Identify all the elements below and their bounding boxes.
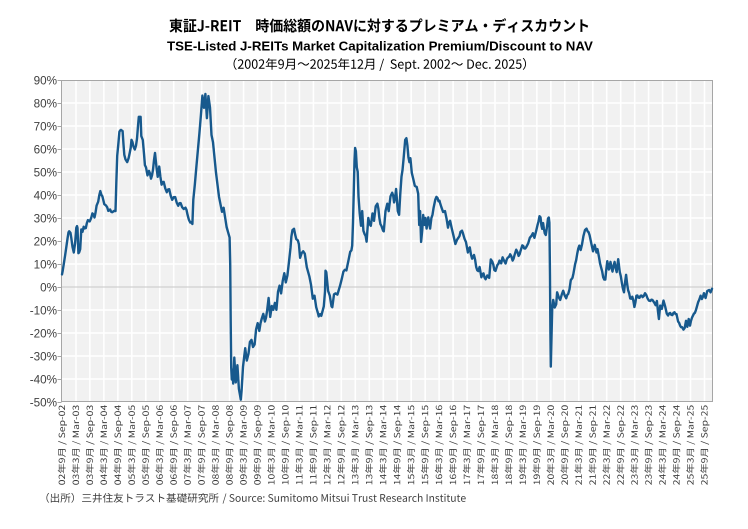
svg-text:-10%: -10% <box>30 305 57 318</box>
svg-text:20%: 20% <box>34 236 57 249</box>
svg-text:-20%: -20% <box>30 328 57 341</box>
svg-text:50%: 50% <box>34 167 57 180</box>
svg-text:70%: 70% <box>34 121 57 134</box>
svg-text:-50%: -50% <box>30 397 57 410</box>
svg-text:90%: 90% <box>34 75 57 88</box>
svg-text:60%: 60% <box>34 144 57 157</box>
svg-text:10%: 10% <box>34 259 57 272</box>
svg-text:0%: 0% <box>40 282 57 295</box>
svg-text:-40%: -40% <box>30 374 57 387</box>
svg-text:80%: 80% <box>34 98 57 111</box>
svg-text:40%: 40% <box>34 190 57 203</box>
svg-text:-30%: -30% <box>30 351 57 364</box>
svg-text:30%: 30% <box>34 213 57 226</box>
svg-text:TSE-Listed J-REITs Market Cap: TSE-Listed J-REITs Market Capitalization… <box>167 40 594 54</box>
